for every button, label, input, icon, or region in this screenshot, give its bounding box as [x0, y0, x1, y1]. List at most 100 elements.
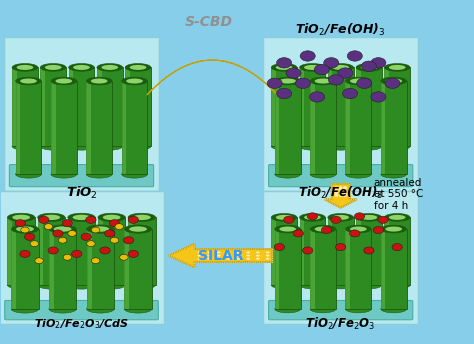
- Bar: [356, 217, 361, 285]
- Ellipse shape: [357, 78, 372, 88]
- Ellipse shape: [267, 78, 282, 88]
- Ellipse shape: [217, 255, 221, 257]
- Ellipse shape: [98, 281, 125, 289]
- Ellipse shape: [91, 78, 108, 84]
- Ellipse shape: [126, 78, 143, 84]
- Ellipse shape: [105, 230, 115, 237]
- Ellipse shape: [271, 281, 297, 289]
- Ellipse shape: [304, 215, 321, 220]
- Ellipse shape: [384, 214, 410, 221]
- Ellipse shape: [361, 215, 377, 220]
- Ellipse shape: [339, 186, 343, 189]
- Ellipse shape: [86, 216, 96, 223]
- Ellipse shape: [274, 244, 284, 251]
- Bar: [384, 67, 410, 146]
- Ellipse shape: [277, 58, 292, 68]
- Ellipse shape: [315, 227, 331, 232]
- Ellipse shape: [123, 237, 134, 244]
- Ellipse shape: [122, 170, 147, 178]
- Ellipse shape: [69, 142, 94, 150]
- Ellipse shape: [328, 281, 354, 289]
- Ellipse shape: [339, 195, 343, 197]
- Bar: [87, 229, 114, 309]
- Bar: [98, 217, 103, 285]
- Bar: [11, 229, 39, 309]
- Ellipse shape: [246, 258, 250, 260]
- Ellipse shape: [69, 64, 94, 71]
- Ellipse shape: [356, 64, 382, 71]
- Bar: [125, 67, 151, 146]
- Text: SILAR: SILAR: [198, 249, 243, 262]
- FancyArrowPatch shape: [147, 60, 278, 95]
- Text: TiO$_2$/Fe(OH)$_3$: TiO$_2$/Fe(OH)$_3$: [295, 22, 386, 39]
- Ellipse shape: [207, 255, 211, 257]
- Ellipse shape: [81, 233, 91, 240]
- Ellipse shape: [321, 226, 332, 234]
- Bar: [86, 81, 91, 174]
- Ellipse shape: [20, 78, 37, 84]
- Bar: [51, 81, 55, 174]
- Bar: [12, 67, 17, 146]
- Ellipse shape: [51, 170, 77, 178]
- Ellipse shape: [125, 142, 151, 150]
- Ellipse shape: [21, 227, 29, 233]
- Bar: [271, 217, 276, 285]
- Bar: [271, 217, 297, 285]
- Ellipse shape: [277, 88, 292, 99]
- Bar: [12, 67, 38, 146]
- Ellipse shape: [217, 258, 221, 260]
- Bar: [275, 81, 280, 174]
- Bar: [310, 81, 315, 174]
- FancyBboxPatch shape: [4, 37, 159, 191]
- Ellipse shape: [91, 226, 109, 232]
- Ellipse shape: [361, 61, 376, 72]
- Ellipse shape: [8, 281, 35, 289]
- Ellipse shape: [11, 305, 39, 313]
- Ellipse shape: [133, 215, 151, 220]
- Ellipse shape: [197, 258, 201, 260]
- Ellipse shape: [339, 192, 343, 193]
- Ellipse shape: [38, 216, 49, 223]
- Ellipse shape: [51, 77, 77, 85]
- Ellipse shape: [307, 213, 318, 220]
- Ellipse shape: [328, 142, 354, 150]
- Bar: [346, 81, 371, 174]
- Bar: [98, 217, 125, 285]
- FancyBboxPatch shape: [263, 191, 419, 324]
- Text: annealed
at 550 °C
for 4 h: annealed at 550 °C for 4 h: [374, 178, 423, 211]
- Ellipse shape: [378, 216, 388, 223]
- Ellipse shape: [128, 216, 138, 223]
- Ellipse shape: [73, 215, 91, 220]
- Ellipse shape: [73, 65, 90, 70]
- Ellipse shape: [72, 250, 82, 257]
- Bar: [384, 67, 389, 146]
- Ellipse shape: [371, 92, 386, 102]
- Ellipse shape: [279, 78, 296, 84]
- Ellipse shape: [109, 219, 119, 227]
- Ellipse shape: [110, 237, 118, 243]
- Ellipse shape: [343, 193, 347, 195]
- Ellipse shape: [227, 251, 230, 254]
- Ellipse shape: [48, 247, 58, 254]
- Ellipse shape: [293, 230, 303, 237]
- Ellipse shape: [335, 186, 338, 189]
- Ellipse shape: [310, 170, 336, 178]
- Ellipse shape: [385, 78, 400, 88]
- Ellipse shape: [364, 247, 374, 254]
- Text: TiO$_2$: TiO$_2$: [65, 184, 98, 201]
- Ellipse shape: [197, 251, 201, 254]
- Ellipse shape: [15, 219, 26, 227]
- Ellipse shape: [16, 170, 41, 178]
- Bar: [346, 81, 350, 174]
- Bar: [8, 217, 35, 285]
- FancyBboxPatch shape: [0, 191, 164, 324]
- Ellipse shape: [324, 58, 339, 68]
- Ellipse shape: [87, 241, 95, 247]
- Ellipse shape: [332, 65, 349, 70]
- Ellipse shape: [336, 244, 346, 251]
- Ellipse shape: [12, 142, 38, 150]
- Ellipse shape: [37, 213, 65, 222]
- Ellipse shape: [271, 214, 297, 221]
- Bar: [310, 229, 315, 309]
- Ellipse shape: [256, 258, 260, 260]
